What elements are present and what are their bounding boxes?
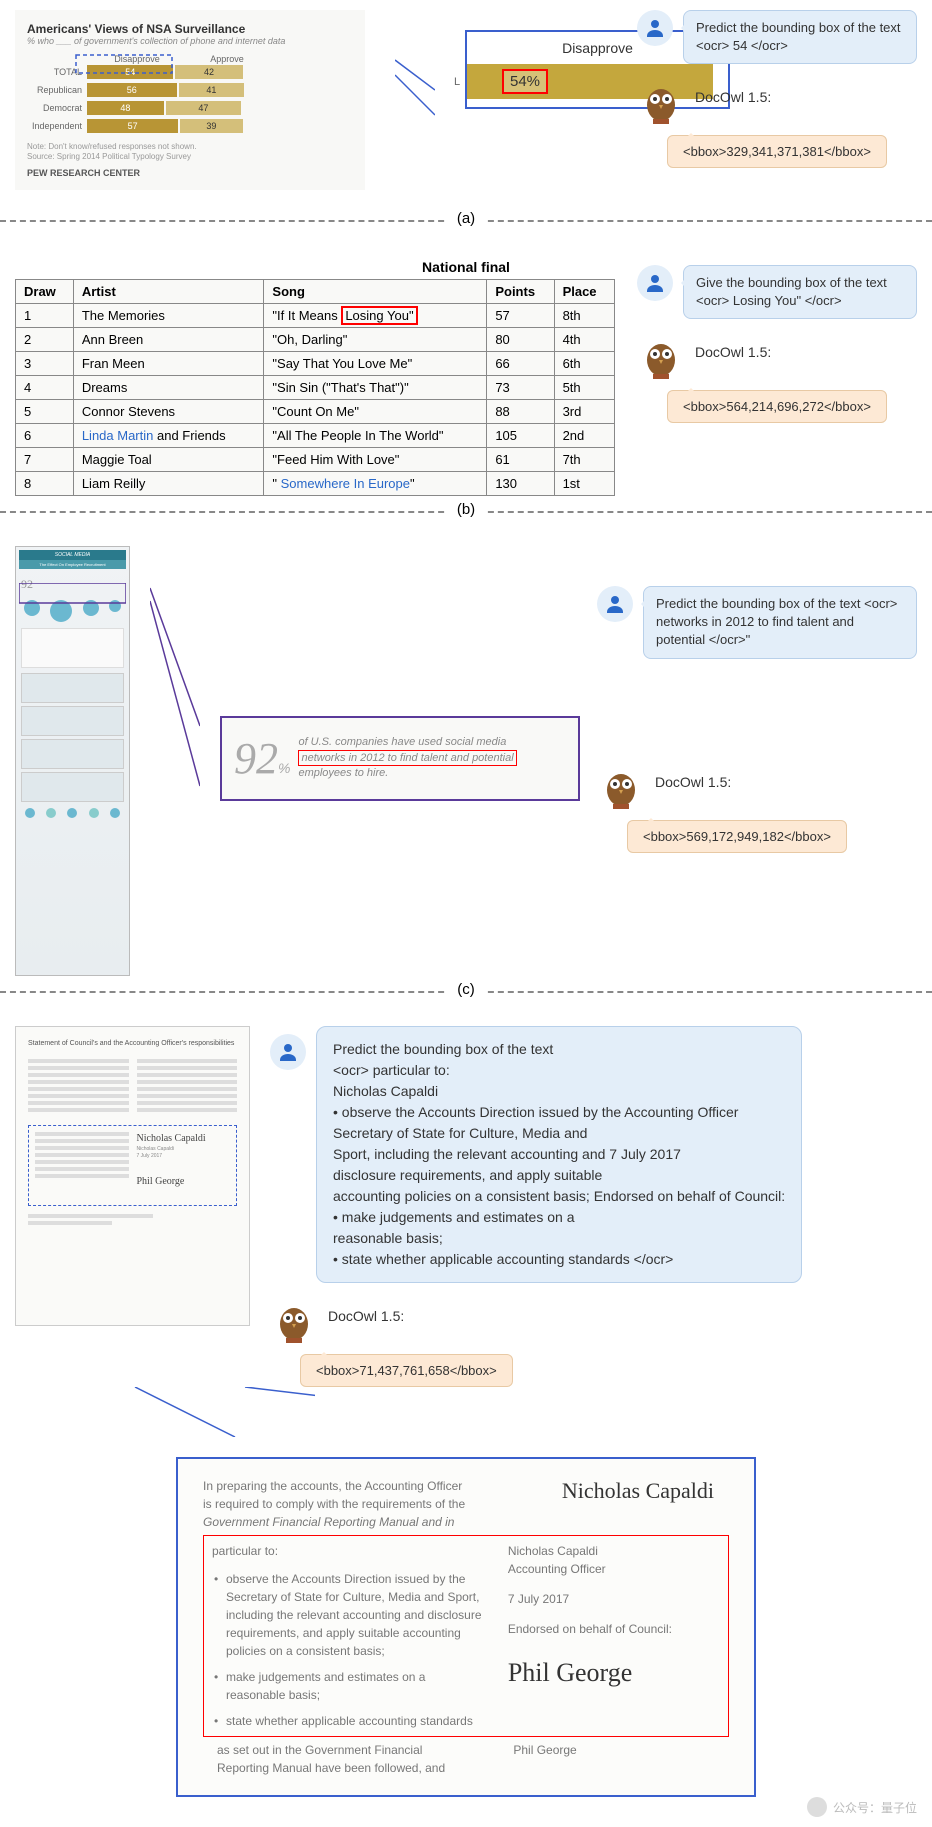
- user-prompt: Predict the bounding box of the text <oc…: [683, 10, 917, 64]
- chart-subtitle: % who ___ of government's collection of …: [27, 36, 353, 46]
- owl-icon: [637, 334, 685, 382]
- user-icon: [637, 265, 673, 301]
- owl-icon: [637, 79, 685, 127]
- chart-title: Americans' Views of NSA Surveillance: [27, 22, 353, 36]
- highlighted-text: networks in 2012 to find talent and pote…: [298, 750, 516, 766]
- owl-output: <bbox>569,172,949,182</bbox>: [627, 820, 847, 853]
- nsa-chart: Americans' Views of NSA Surveillance % w…: [15, 10, 365, 190]
- chart-note: Note: Don't know/refused responses not s…: [27, 142, 353, 163]
- owl-label: DocOwl 1.5:: [695, 334, 771, 360]
- user-icon: [597, 586, 633, 622]
- col-approve: Approve: [182, 54, 272, 64]
- doc-zoom: In preparing the accounts, the Accountin…: [176, 1457, 756, 1797]
- zoom-box-c: 92% of U.S. companies have used social m…: [220, 716, 580, 801]
- doc-thumb: Statement of Council's and the Accountin…: [15, 1026, 250, 1326]
- owl-output: <bbox>564,214,696,272</bbox>: [667, 390, 887, 423]
- owl-icon: [270, 1298, 318, 1346]
- label-a: (a): [447, 210, 485, 227]
- infographic-thumb: SOCIAL MEDIA The Effect On Employee Recr…: [15, 546, 130, 976]
- user-prompt: Give the bounding box of the text <ocr> …: [683, 265, 917, 319]
- chart-footer: PEW RESEARCH CENTER: [27, 168, 353, 178]
- zoom-value: 54%: [502, 69, 548, 94]
- col-disapprove: Disapprove: [92, 54, 182, 64]
- user-icon: [637, 10, 673, 46]
- label-c: (c): [447, 981, 485, 998]
- owl-label: DocOwl 1.5:: [655, 764, 731, 790]
- national-final-table: DrawArtistSongPointsPlace 1The Memories"…: [15, 279, 615, 496]
- section-a: Americans' Views of NSA Surveillance % w…: [0, 0, 932, 215]
- user-icon: [270, 1034, 306, 1070]
- owl-icon: [597, 764, 645, 812]
- section-b: National final DrawArtistSongPointsPlace…: [0, 245, 932, 506]
- red-highlight-box: particular to: observe the Accounts Dire…: [203, 1535, 729, 1737]
- watermark: 公众号：量子位: [807, 1797, 917, 1817]
- label-b: (b): [447, 501, 485, 518]
- owl-output: <bbox>329,341,371,381</bbox>: [667, 135, 887, 168]
- owl-label: DocOwl 1.5:: [695, 79, 771, 105]
- owl-output: <bbox>71,437,761,658</bbox>: [300, 1354, 513, 1387]
- owl-label: DocOwl 1.5:: [328, 1298, 404, 1324]
- signature-2: Phil George: [508, 1653, 720, 1692]
- user-prompt: Predict the bounding box of the text <oc…: [643, 586, 917, 659]
- user-prompt: Predict the bounding box of the text <oc…: [316, 1026, 802, 1283]
- section-c: SOCIAL MEDIA The Effect On Employee Recr…: [0, 536, 932, 986]
- signature-1: Nicholas Capaldi: [562, 1474, 714, 1507]
